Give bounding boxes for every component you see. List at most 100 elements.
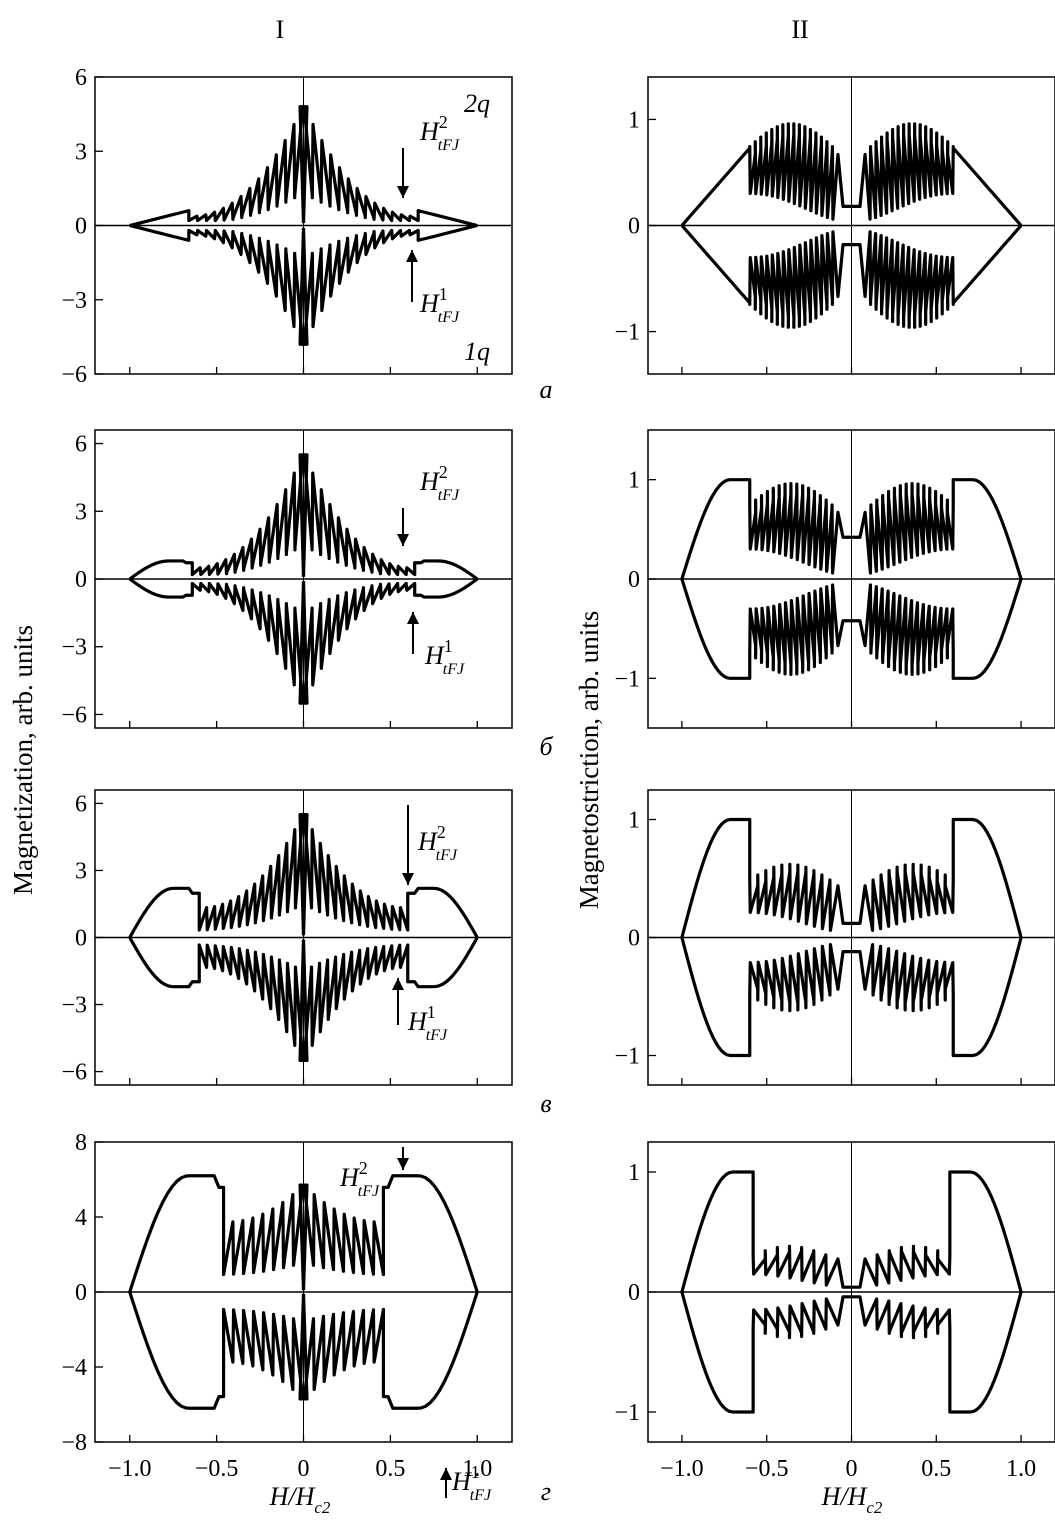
y-tick-label: 1: [628, 468, 640, 494]
chart-panel-II-7: 1 0 −1 −1.0 −0.5 0 0.5 1.0: [614, 1142, 1055, 1482]
series-lower-right: [304, 1292, 478, 1408]
chart-panel-II-1: 10−1: [614, 77, 1055, 374]
y-tick-label: −3: [61, 288, 87, 314]
y-tick-label: 0: [628, 567, 640, 593]
curve-label-2q: 2q: [464, 89, 490, 118]
y-tick-label: 0: [628, 926, 640, 952]
x-tick-label: 0.5: [921, 1456, 951, 1482]
series-lower-right: [852, 579, 1022, 678]
series-lower-right: [304, 226, 478, 345]
annotation-sup: 2: [359, 1158, 368, 1178]
y-tick-label: 0: [75, 926, 87, 952]
xlabel-right: H/Hc2: [821, 1482, 883, 1517]
annotation-sup: 1: [444, 636, 453, 656]
y-tick-label: 3: [75, 499, 87, 525]
y-tick-label: 6: [75, 791, 87, 817]
series-upper-right: [852, 124, 1022, 226]
annotation-arrow-head: [397, 534, 409, 546]
y-tick-label: 1: [628, 1160, 640, 1186]
y-tick-label: 8: [75, 1130, 87, 1156]
chart-panel-I-6: 8 4 0 −4 −8 −1.0 −0.5 0 0.5 1.0: [61, 1130, 512, 1482]
annotation-label: H2 tFJ: [339, 1158, 380, 1200]
x-tick-label: −0.5: [745, 1456, 789, 1482]
annotation-arrow-head: [406, 250, 418, 262]
annotation-sup: 1: [427, 1002, 436, 1022]
series-upper-right: [852, 1172, 1022, 1292]
xlabel-right-main: H/H: [821, 1482, 868, 1511]
annotation-sub: tFJ: [436, 847, 458, 864]
series-lower-left: [130, 579, 304, 703]
annotation-arrow-head: [397, 186, 409, 198]
annotation-label: H1 tFJ: [424, 636, 465, 678]
annotation-sup: 2: [437, 822, 446, 842]
series-lower-right: [852, 938, 1022, 1056]
annotation-sub: tFJ: [358, 1183, 380, 1200]
y-tick-label: 0: [75, 214, 87, 240]
series-lower-left: [130, 1292, 304, 1408]
series-lower-right: [852, 226, 1022, 328]
series-upper-right: [304, 455, 478, 579]
chart-panel-II-5: 1 0 −1: [614, 790, 1055, 1085]
chart-panel-II-3: 10−1: [614, 430, 1055, 728]
y-tick-label: −4: [61, 1355, 87, 1381]
series-upper-left: [130, 1176, 304, 1292]
y-tick-label: 0: [75, 1280, 87, 1306]
y-tick-label: 0: [75, 567, 87, 593]
annotation-sup: 2: [439, 112, 448, 132]
annotation-sub: tFJ: [438, 309, 460, 326]
x-tick-label: 1.0: [1006, 1456, 1036, 1482]
chart-panels: 6 3 0 −3 −6 1 0 −1 6 3 0 −3 −6 1 0 −1 6 3 0 −3 −6 1 0 −1 8 4 0 −4 −8…: [61, 65, 1055, 1482]
y-tick-label: −8: [61, 1430, 87, 1456]
series-upper-right: [304, 1176, 478, 1292]
annotation-sup: 1: [439, 284, 448, 304]
series-upper-left: [682, 820, 852, 938]
panel-letter-g: г: [541, 1477, 551, 1506]
xlabel-right-sub: c2: [866, 1498, 883, 1517]
y-tick-label: −6: [61, 362, 87, 388]
x-tick-label: −1.0: [660, 1456, 704, 1482]
series-upper-left: [130, 455, 304, 579]
annotation-sub: tFJ: [438, 487, 460, 504]
xlabel-left-sub: c2: [314, 1498, 331, 1517]
y-tick-label: −6: [61, 702, 87, 728]
series-lower-left: [130, 938, 304, 1061]
series-lower-left: [682, 579, 852, 678]
annotation-sup: 1: [471, 1462, 480, 1482]
x-tick-label: 0.5: [375, 1456, 405, 1482]
y-tick-label: 4: [75, 1205, 87, 1231]
x-tick-label: −0.5: [195, 1456, 239, 1482]
annotation-arrow-head: [440, 1468, 452, 1480]
series-lower-left: [682, 226, 852, 328]
column-header-I: I: [276, 15, 285, 44]
annotation-sub: tFJ: [470, 1487, 492, 1504]
series-upper-left: [682, 1172, 852, 1292]
y-tick-label: 6: [75, 65, 87, 91]
y-tick-label: −1: [614, 1400, 640, 1426]
annotation-label: H1 tFJ: [419, 284, 460, 326]
column-header-II: II: [791, 15, 808, 44]
series-upper-left: [130, 815, 304, 938]
x-tick-label: 0: [846, 1456, 858, 1482]
ylabel-magnetization: Magnetization, arb. units: [8, 625, 38, 895]
y-tick-label: −1: [614, 1044, 640, 1070]
series-lower-left: [682, 938, 852, 1056]
annotation-arrow-head: [397, 1158, 409, 1170]
annotation-label: H2 tFJ: [419, 462, 460, 504]
series-lower-right: [304, 938, 478, 1061]
annotation-arrow-head: [407, 612, 419, 624]
y-tick-label: −1: [614, 320, 640, 346]
field-annotation-1: H1 tFJ: [406, 250, 460, 326]
field-annotations: H2 tFJH1 tFJH2 tFJH1 tFJH2 tFJH1 tFJH2 tFJH1 tFJ: [339, 112, 492, 1504]
series-upper-right: [304, 107, 478, 226]
series-upper-left: [130, 107, 304, 226]
curve-label-1q: 1q: [464, 337, 490, 366]
annotation-label: H1 tFJ: [407, 1002, 448, 1044]
series-lower-right: [852, 1292, 1022, 1412]
field-annotation-3: H1 tFJ: [407, 612, 465, 678]
panel-letter-a: а: [540, 375, 553, 404]
panel-letter-v: в: [540, 1089, 551, 1118]
field-annotation-0: H2 tFJ: [397, 112, 460, 198]
annotation-label: H2 tFJ: [419, 112, 460, 154]
annotation-arrow-head: [392, 978, 404, 990]
series-upper-left: [682, 480, 852, 579]
